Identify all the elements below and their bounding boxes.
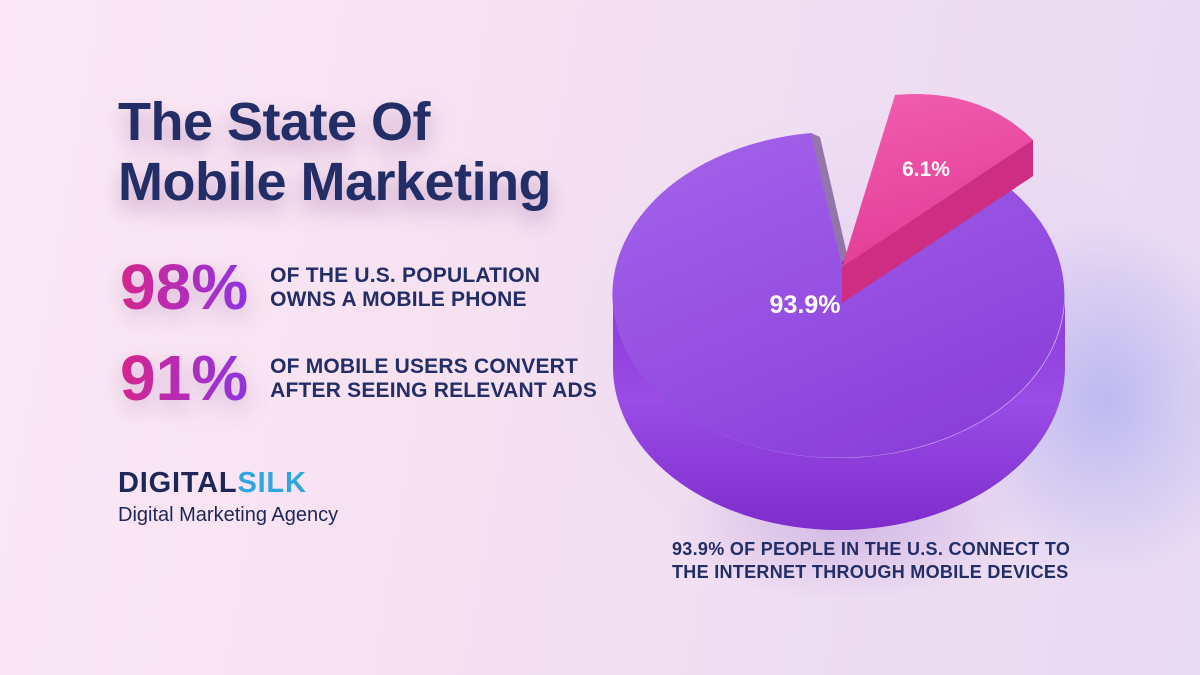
digitalsilk-logo: DIGITALSILK Digital Marketing Agency [118,467,338,527]
stat-description-91: OF MOBILE USERS CONVERT AFTER SEEING REL… [270,347,597,403]
page-title-line2: Mobile Marketing [118,152,552,212]
pie-label-majority: 93.9% [770,291,841,319]
stat-row-mobile-ownership: 98% OF THE U.S. POPULATION OWNS A MOBILE… [120,251,540,323]
stat-description-98-line2: OWNS A MOBILE PHONE [270,288,527,311]
logo-wordmark-silk: SILK [237,467,307,499]
pie-notch-left-wall [811,133,852,278]
pie-label-minority: 6.1% [902,158,950,181]
page-title: The State Of Mobile Marketing [118,92,552,212]
pie-slice-minority [842,94,1033,267]
stat-description-91-line1: OF MOBILE USERS CONVERT [270,355,579,378]
page-title-line1: The State Of [118,92,431,152]
stat-description-98-line1: OF THE U.S. POPULATION [270,264,541,287]
pie-slice-majority-side [613,295,1065,530]
stat-description-98: OF THE U.S. POPULATION OWNS A MOBILE PHO… [270,256,540,312]
stat-value-98: 98% [120,251,249,323]
pie-slice-minority-cut-face [842,140,1033,303]
logo-wordmark: DIGITALSILK [118,467,338,499]
stat-description-91-line2: AFTER SEEING RELEVANT ADS [270,379,598,402]
stat-row-ad-conversion: 91% OF MOBILE USERS CONVERT AFTER SEEING… [120,342,597,414]
logo-wordmark-digital: DIGITAL [118,467,238,499]
pie-chart: 93.9% 6.1% [590,50,1170,570]
stat-value-91: 91% [120,342,249,414]
logo-tagline: Digital Marketing Agency [118,504,339,526]
chart-caption-line2: THE INTERNET THROUGH MOBILE DEVICES [672,562,1069,582]
chart-caption-line1: 93.9% OF PEOPLE IN THE U.S. CONNECT TO [672,539,1071,559]
pie-chart-svg: 93.9% 6.1% [612,94,1065,530]
chart-caption: 93.9% OF PEOPLE IN THE U.S. CONNECT TO T… [672,538,1070,584]
